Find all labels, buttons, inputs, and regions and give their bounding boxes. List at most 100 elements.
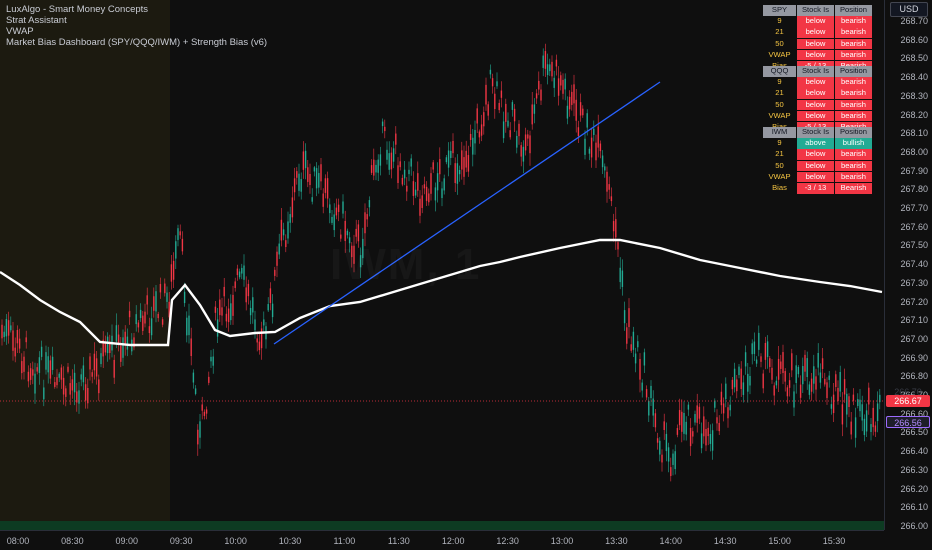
candle-body (619, 267, 621, 283)
candle-body (496, 81, 498, 87)
candle-body (368, 200, 371, 208)
candle-body (54, 382, 56, 387)
candlestick-chart[interactable] (0, 0, 884, 530)
candle-body (65, 388, 67, 397)
candle-body (106, 336, 109, 354)
candle-body (551, 61, 553, 77)
time-tick: 13:30 (605, 536, 628, 546)
candle-body (307, 167, 309, 182)
time-tick: 15:00 (768, 536, 791, 546)
bias-table-header: SPY Stock Is Position (763, 5, 873, 16)
volume-strip (0, 521, 884, 530)
candle-body (414, 189, 417, 196)
time-tick: 12:00 (441, 536, 465, 546)
price-tick: 266.50 (900, 427, 928, 438)
header-cell: Stock Is (797, 127, 834, 138)
candle-body (324, 178, 327, 193)
currency-button[interactable]: USD (890, 2, 928, 17)
bias-table-row: 50 below bearish (763, 160, 873, 172)
candle-body (38, 357, 41, 373)
candle-body (813, 366, 815, 384)
candle-body (538, 80, 540, 90)
header-cell: Position (835, 5, 872, 16)
candle-body (500, 90, 503, 98)
candle-body (139, 309, 142, 319)
candle-body (454, 163, 456, 184)
candle-body (210, 356, 212, 362)
legend-item-smc[interactable]: LuxAlgo - Smart Money Concepts (6, 4, 149, 15)
candle-body (43, 387, 45, 400)
header-cell: Stock Is (797, 66, 834, 77)
candle-body (489, 69, 492, 75)
candle-body (115, 325, 118, 342)
bias-table-header: QQQ Stock Is Position (763, 66, 873, 77)
candle-body (518, 123, 520, 137)
candle-body (502, 121, 505, 139)
candle-body (87, 388, 89, 404)
candle-body (865, 410, 868, 432)
candle-body (520, 145, 522, 157)
state-cell: below (797, 99, 834, 111)
legend-item-strat[interactable]: Strat Assistant (6, 15, 67, 26)
row-label: 9 (777, 138, 782, 148)
candle-body (467, 155, 470, 172)
price-tick: 266.20 (900, 483, 928, 494)
candle-body (439, 159, 441, 175)
candle-body (641, 382, 643, 391)
candle-body (340, 234, 342, 239)
candle-body (606, 171, 608, 192)
candle-body (727, 407, 729, 419)
legend-item-bias-dashboard[interactable]: Market Bias Dashboard (SPY/QQQ/IWM) + St… (6, 37, 268, 48)
time-tick: 10:00 (224, 536, 247, 546)
candle-body (344, 220, 346, 242)
candle-body (164, 283, 166, 294)
candle-body (245, 287, 247, 303)
candle-body (388, 153, 390, 170)
price-tick: 266.80 (900, 371, 928, 382)
candle-body (285, 240, 287, 248)
candle-body (91, 372, 93, 377)
state-cell: below (797, 16, 834, 27)
candle-body (166, 292, 168, 302)
candle-body (34, 373, 36, 394)
candle-body (830, 404, 833, 409)
candle-body (843, 379, 846, 395)
candle-body (661, 454, 663, 463)
time-axis[interactable]: 08:00 08:30 09:00 09:30 10:00 10:30 11:00 11:30… (0, 530, 884, 550)
candle-body (18, 338, 21, 349)
candle-body (276, 251, 278, 266)
candle-body (821, 358, 824, 369)
candle-body (729, 404, 731, 411)
candle-body (104, 341, 107, 353)
candle-body (731, 379, 734, 390)
candle-body (71, 379, 74, 391)
candle-body (450, 150, 452, 158)
bias-table-row: 9 above bullish (763, 138, 873, 149)
candle-body (621, 270, 624, 287)
bias-table-row: 21 below bearish (763, 149, 873, 160)
candle-body (197, 429, 199, 445)
price-axis[interactable]: USD 268.70 268.60 268.50 268.40 268.30 268.20… (884, 0, 932, 531)
trend-line[interactable] (273, 81, 661, 345)
state-cell: -3 / 13 (797, 182, 834, 194)
candle-body (678, 410, 681, 426)
candle-body (755, 359, 758, 364)
row-label: Bias (763, 122, 796, 133)
candle-body (432, 162, 434, 170)
candle-body (784, 371, 786, 382)
candle-body (540, 89, 542, 101)
candle-body (205, 409, 208, 414)
candle-body (117, 334, 120, 344)
row-label: VWAP (768, 171, 791, 181)
candle-body (577, 127, 580, 136)
candle-body (747, 373, 749, 392)
legend-item-vwap[interactable]: VWAP (6, 26, 34, 37)
chart-canvas[interactable]: LuxAlgo - Smart Money Concepts Strat Ass… (0, 0, 884, 530)
candle-body (654, 413, 657, 428)
candle-body (571, 91, 573, 105)
position-cell: bearish (835, 27, 872, 38)
bias-table-header: IWM Stock Is Position (763, 127, 873, 138)
price-tick: 267.90 (900, 165, 928, 176)
candle-body (788, 380, 791, 388)
candle-body (870, 424, 872, 432)
